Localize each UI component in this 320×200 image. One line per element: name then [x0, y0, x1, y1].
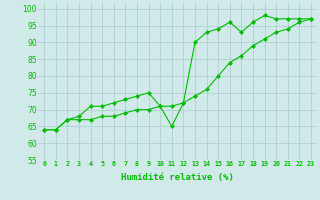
X-axis label: Humidité relative (%): Humidité relative (%) — [121, 173, 234, 182]
